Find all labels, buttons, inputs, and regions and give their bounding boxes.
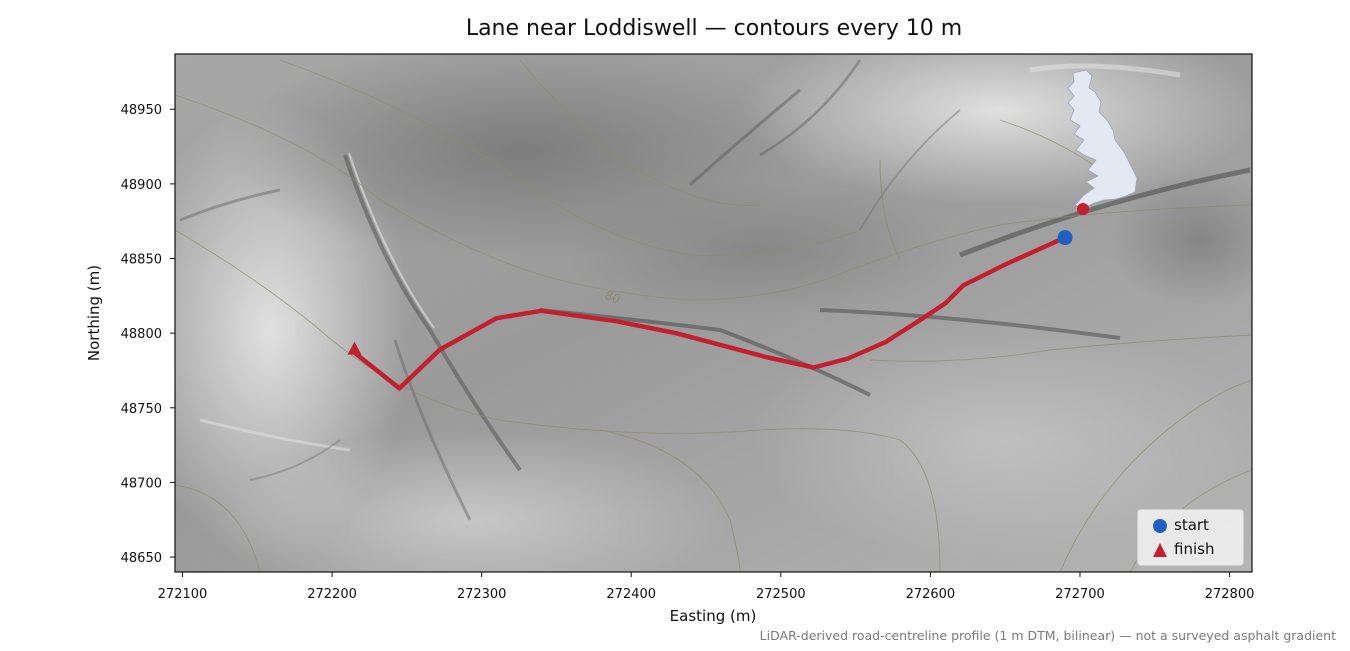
legend-triangle-icon xyxy=(1153,543,1167,557)
contour-label: 80 xyxy=(603,288,622,307)
start-marker xyxy=(1057,230,1073,246)
x-tick-label: 272100 xyxy=(158,587,208,602)
legend-label-finish: finish xyxy=(1174,540,1215,558)
legend: start finish xyxy=(1137,509,1244,566)
legend-label-start: start xyxy=(1174,516,1209,534)
x-axis: 272100 272200 272300 272400 272500 272600 2727… xyxy=(158,572,1255,602)
x-tick-label: 272500 xyxy=(756,587,806,602)
route-line xyxy=(352,235,1068,391)
inset-locator-map xyxy=(1067,69,1138,215)
legend-item-finish: finish xyxy=(1152,538,1214,560)
finish-marker xyxy=(347,341,362,355)
x-tick-label: 272800 xyxy=(1205,587,1255,602)
footnote: LiDAR-derived road-centreline profile (1… xyxy=(759,628,1336,643)
x-tick-label: 272700 xyxy=(1055,587,1105,602)
x-tick-label: 272300 xyxy=(457,587,507,602)
y-tick-label: 48900 xyxy=(121,178,162,193)
legend-item-start: start xyxy=(1152,514,1209,536)
y-tick-label: 48950 xyxy=(121,103,162,118)
x-tick-label: 272200 xyxy=(307,587,357,602)
x-tick-label: 272400 xyxy=(606,587,656,602)
y-tick-label: 48650 xyxy=(121,551,162,566)
x-axis-label: Easting (m) xyxy=(669,607,757,625)
legend-circle-icon xyxy=(1153,519,1167,533)
y-tick-label: 48750 xyxy=(121,402,162,417)
axes-frame xyxy=(174,53,1253,573)
chart-title: Lane near Loddiswell — contours every 10… xyxy=(465,16,963,41)
inset-location-marker xyxy=(1077,203,1089,215)
y-tick-label: 48800 xyxy=(121,327,162,342)
y-axis: 48650 48700 48750 48800 48850 48900 48950 xyxy=(121,103,175,566)
x-tick-label: 272600 xyxy=(906,587,956,602)
y-tick-label: 48700 xyxy=(121,476,162,491)
y-tick-label: 48850 xyxy=(121,253,162,268)
y-axis-label: Northing (m) xyxy=(85,264,103,362)
hillshade-basemap: 80 xyxy=(175,54,1252,572)
